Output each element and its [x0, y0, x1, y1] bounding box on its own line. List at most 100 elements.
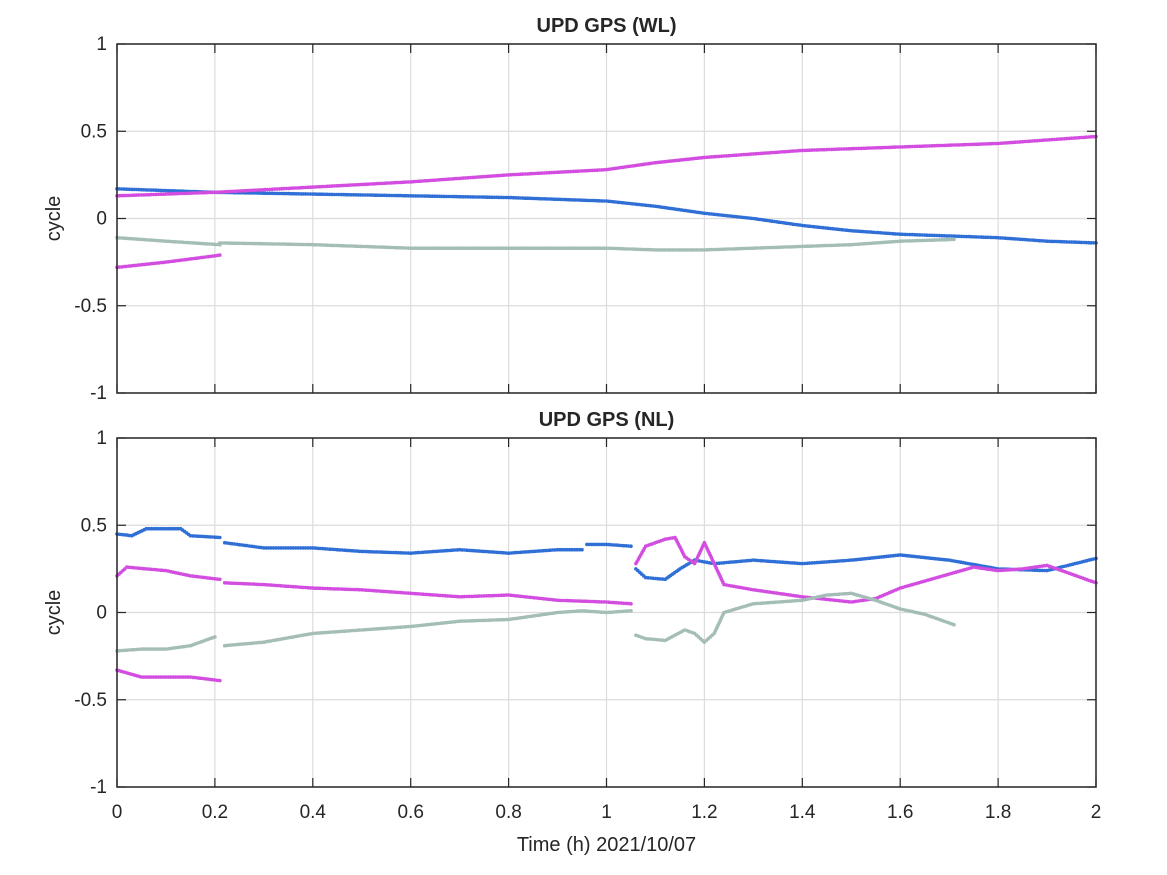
data-point [935, 143, 939, 148]
data-point [218, 678, 222, 683]
data-point [915, 144, 920, 149]
y-tick-label: 1 [96, 34, 107, 55]
data-point [487, 593, 491, 598]
data-point [1089, 241, 1093, 245]
data-point [1037, 568, 1042, 573]
y-tick-label: -1 [90, 383, 107, 404]
data-point [565, 547, 570, 552]
x-tick-label: 0.8 [495, 802, 521, 823]
data-point [306, 546, 310, 550]
chart-panel-wl: -1 -0.5 0 0.5 1 UPD GPS (WL) cycle [43, 15, 1098, 404]
data-point [766, 245, 770, 250]
series-1 [115, 134, 1098, 270]
x-tick-label: 1.6 [887, 802, 913, 823]
x-tick-label: 0.2 [202, 802, 228, 823]
data-point [156, 526, 161, 531]
data-point [271, 546, 276, 550]
data-point [580, 547, 584, 552]
y-tick-label: -0.5 [74, 690, 107, 711]
data-point [151, 675, 156, 679]
data-point [281, 546, 286, 550]
data-point [952, 622, 956, 627]
data-point [555, 547, 560, 552]
x-tick-label: 2 [1091, 802, 1102, 823]
data-point [178, 675, 183, 679]
y-tick-label: 0 [96, 603, 107, 624]
data-point [590, 542, 594, 547]
data-point [291, 546, 296, 550]
series-1 [115, 535, 1098, 683]
data-point [709, 247, 714, 252]
data-point [276, 546, 281, 550]
data-point [164, 675, 168, 679]
data-point [266, 546, 271, 550]
data-point [147, 647, 151, 651]
y-tick-label: 0.5 [81, 515, 107, 536]
data-point [585, 542, 589, 547]
y-tick-label: 1 [96, 428, 107, 449]
data-point [580, 599, 584, 603]
data-point [147, 526, 151, 531]
y-tick-label: -0.5 [74, 296, 107, 317]
series-0 [115, 526, 1098, 582]
data-point [218, 253, 222, 257]
x-tick-label: 1.8 [985, 802, 1011, 823]
data-point [607, 246, 611, 251]
data-point [213, 635, 217, 639]
data-point [697, 248, 702, 252]
x-axis-label: Time (h) 2021/10/07 [517, 834, 696, 856]
data-point [629, 544, 633, 548]
data-point [575, 547, 579, 552]
data-point [952, 237, 956, 242]
data-point [692, 248, 697, 252]
data-point [668, 248, 672, 252]
data-point [991, 141, 995, 146]
x-tick-label: 0.4 [300, 802, 327, 823]
data-point [560, 598, 565, 603]
data-point [313, 586, 318, 590]
y-tick-label: -1 [90, 777, 107, 798]
data-point [169, 675, 173, 679]
data-point [142, 647, 146, 651]
data-point [156, 675, 161, 679]
x-tick-label: 1.4 [789, 802, 816, 823]
data-point [626, 247, 631, 251]
data-point [151, 526, 156, 531]
data-point [218, 577, 222, 582]
chart-title: UPD GPS (NL) [539, 409, 675, 431]
data-point [183, 675, 188, 679]
y-tick-label: 0.5 [81, 121, 107, 142]
data-point [940, 238, 944, 242]
x-tick-label: 0.6 [397, 802, 423, 823]
data-point [286, 546, 291, 550]
data-point [673, 248, 677, 252]
data-point [971, 142, 976, 147]
data-point [147, 675, 151, 679]
chart-panel-nl: -1 -0.5 0 0.5 1 0 0.2 0.4 0.6 0.8 1 1.2 1.4 1.6 1.8 2 UP… [43, 409, 1101, 856]
data-point [570, 547, 574, 552]
data-point [629, 609, 633, 613]
data-point [169, 189, 173, 193]
chart-title: UPD GPS (WL) [537, 15, 677, 37]
data-point [594, 542, 599, 547]
data-point [599, 600, 604, 604]
data-point [915, 238, 920, 243]
data-point [301, 546, 305, 550]
data-point [905, 239, 910, 243]
data-point [1069, 240, 1074, 244]
data-point [687, 248, 692, 252]
data-point [663, 248, 667, 252]
series-0 [115, 187, 1098, 245]
series-2 [115, 235, 956, 252]
data-point [156, 647, 161, 651]
data-point [352, 587, 357, 592]
data-point [1050, 239, 1054, 244]
data-point [169, 526, 173, 531]
x-tick-label: 1 [601, 802, 612, 823]
data-point [198, 191, 202, 195]
data-point [629, 602, 633, 606]
data-point [164, 526, 168, 531]
data-point [678, 248, 682, 252]
x-tick-label: 1.2 [691, 802, 717, 823]
